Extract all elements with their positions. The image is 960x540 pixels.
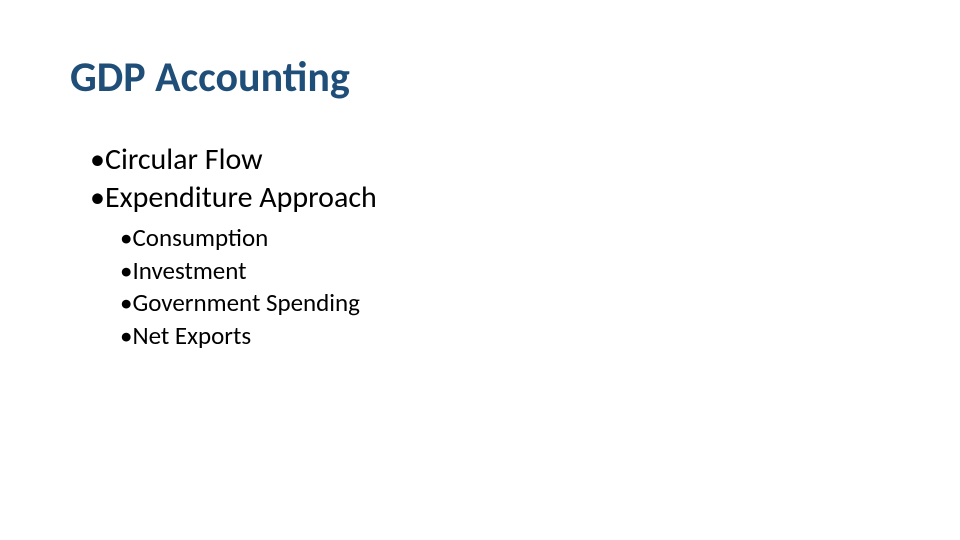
list-item: •Expenditure Approach	[90, 179, 890, 217]
list-item-label: Consumption	[132, 222, 268, 253]
list-item-label: Circular Flow	[105, 141, 263, 178]
list-item: •Circular Flow	[90, 141, 890, 179]
level2-list: •Consumption •Investment •Government Spe…	[70, 222, 890, 352]
slide-title: GDP Accounting	[70, 55, 890, 101]
list-item: •Investment	[120, 255, 890, 288]
bullet-icon: •	[120, 287, 132, 320]
list-item-label: Government Spending	[132, 287, 360, 318]
bullet-icon: •	[90, 179, 105, 217]
bullet-icon: •	[120, 255, 132, 288]
list-item: •Net Exports	[120, 320, 890, 353]
list-item-label: Net Exports	[132, 320, 251, 351]
list-item-label: Expenditure Approach	[105, 179, 377, 216]
bullet-icon: •	[120, 320, 132, 353]
list-item-label: Investment	[132, 255, 246, 286]
bullet-icon: •	[90, 141, 105, 179]
slide: GDP Accounting •Circular Flow •Expenditu…	[0, 0, 960, 540]
list-item: •Government Spending	[120, 287, 890, 320]
bullet-icon: •	[120, 222, 132, 255]
list-item: •Consumption	[120, 222, 890, 255]
level1-list: •Circular Flow •Expenditure Approach	[70, 141, 890, 216]
